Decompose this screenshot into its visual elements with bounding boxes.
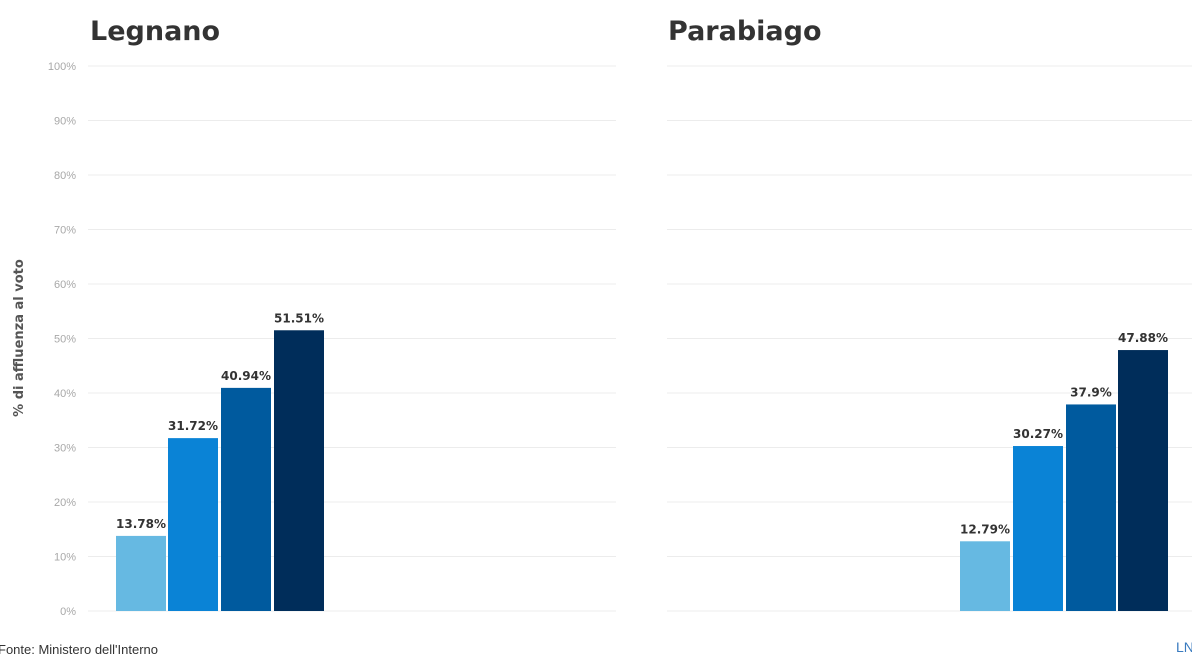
bar-value-label: 31.72%: [168, 419, 218, 433]
y-tick-label: 20%: [54, 497, 76, 509]
bar-value-label: 13.78%: [116, 517, 166, 531]
y-tick-label: 0%: [60, 606, 76, 618]
bar-value-label: 47.88%: [1118, 331, 1168, 345]
legnano-panel: 0% 10% 20% 30% 40% 50% 60% 70% 80% 90% 100% 13.78% 3…: [48, 61, 616, 618]
bar: [274, 330, 324, 611]
y-tick-label: 50%: [54, 334, 76, 346]
bar-value-label: 51.51%: [274, 311, 324, 325]
y-tick-label: 10%: [54, 552, 76, 564]
publisher-logo: LN: [1176, 639, 1192, 655]
bar-value-label: 30.27%: [1013, 427, 1063, 441]
parabiago-panel: 12.79% 30.27% 37.9% 47.88%: [667, 65, 1192, 612]
bar: [116, 535, 166, 611]
y-tick-label: 30%: [54, 443, 76, 455]
legnano-title: Legnano: [90, 16, 220, 47]
bar: [1013, 446, 1063, 611]
y-tick-label: 40%: [54, 388, 76, 400]
bar: [1066, 404, 1116, 611]
parabiago-title: Parabiago: [668, 16, 822, 47]
bar: [1118, 350, 1168, 611]
bar: [960, 541, 1010, 611]
bar: [221, 387, 271, 611]
bar-value-label: 12.79%: [960, 522, 1010, 536]
y-tick-label: 80%: [54, 170, 76, 182]
y-tick-label: 90%: [54, 116, 76, 128]
bar-value-label: 40.94%: [221, 369, 271, 383]
y-tick-label: 100%: [48, 61, 76, 73]
bar-value-label: 37.9%: [1070, 385, 1112, 399]
y-tick-label: 60%: [54, 279, 76, 291]
y-tick-label: 70%: [54, 225, 76, 237]
y-axis-title: % di affluenza al voto: [12, 259, 27, 417]
bar: [168, 438, 218, 611]
source-note: Fonte: Ministero dell'Interno: [0, 642, 158, 657]
